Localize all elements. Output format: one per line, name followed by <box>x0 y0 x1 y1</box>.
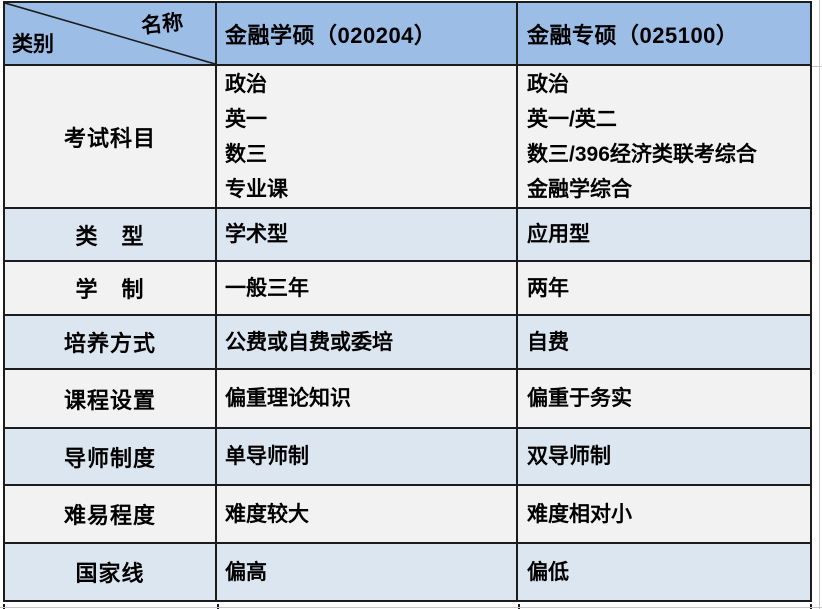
professional-value: 难度相对小 <box>518 486 810 542</box>
academic-value: 学术型 <box>217 209 518 260</box>
partial-next-row <box>3 604 812 609</box>
table-row-duration: 学 制 一般三年 两年 <box>5 262 810 316</box>
professional-value: 自费 <box>518 316 810 368</box>
table-row-difficulty: 难易程度 难度较大 难度相对小 <box>5 486 810 544</box>
table-row-type: 类 型 学术型 应用型 <box>5 209 810 262</box>
corner-label-category: 类别 <box>12 33 54 56</box>
academic-value: 偏重理论知识 <box>217 370 518 427</box>
professional-value: 双导师制 <box>518 429 810 484</box>
row-label: 课程设置 <box>5 370 217 427</box>
table-row-curriculum: 课程设置 偏重理论知识 偏重于务实 <box>5 370 810 429</box>
corner-diagonal-cell: 名称 类别 <box>5 3 217 64</box>
gridline <box>518 604 520 609</box>
gridline <box>812 66 822 67</box>
row-label: 类 型 <box>5 209 217 260</box>
table-row-national-line: 国家线 偏高 偏低 <box>5 544 810 600</box>
gridline <box>819 0 820 609</box>
professional-value: 偏重于务实 <box>518 370 810 427</box>
row-label: 学 制 <box>5 262 217 314</box>
professional-value: 两年 <box>518 262 810 314</box>
academic-value: 难度较大 <box>217 486 518 542</box>
row-label: 国家线 <box>5 544 217 600</box>
academic-value: 公费或自费或委培 <box>217 316 518 368</box>
professional-value: 偏低 <box>518 544 810 600</box>
academic-value: 单导师制 <box>217 429 518 484</box>
gridline <box>217 604 219 609</box>
professional-value: 政治 英一/英二 数三/396经济类联考综合 金融学综合 <box>518 66 810 207</box>
column-header-professional: 金融专硕（025100） <box>518 3 810 64</box>
table-row-advisor-system: 导师制度 单导师制 双导师制 <box>5 429 810 486</box>
row-label: 导师制度 <box>5 429 217 484</box>
gridline <box>0 607 822 608</box>
column-header-academic: 金融学硕（020204） <box>217 3 518 64</box>
table-row-training-mode: 培养方式 公费或自费或委培 自费 <box>5 316 810 370</box>
diagonal-line <box>5 3 215 64</box>
table-row-exam-subjects: 考试科目 政治 英一 数三 专业课 政治 英一/英二 数三/396经济类联考综合… <box>5 66 810 209</box>
professional-value: 应用型 <box>518 209 810 260</box>
table-header-row: 名称 类别 金融学硕（020204） 金融专硕（025100） <box>5 3 810 66</box>
corner-label-name: 名称 <box>140 10 185 39</box>
academic-value: 政治 英一 数三 专业课 <box>217 66 518 207</box>
row-label: 培养方式 <box>5 316 217 368</box>
row-label: 难易程度 <box>5 486 217 542</box>
row-label: 考试科目 <box>5 66 217 207</box>
finance-masters-comparison-table: 名称 类别 金融学硕（020204） 金融专硕（025100） 考试科目 政治 … <box>3 1 812 602</box>
academic-value: 一般三年 <box>217 262 518 314</box>
academic-value: 偏高 <box>217 544 518 600</box>
